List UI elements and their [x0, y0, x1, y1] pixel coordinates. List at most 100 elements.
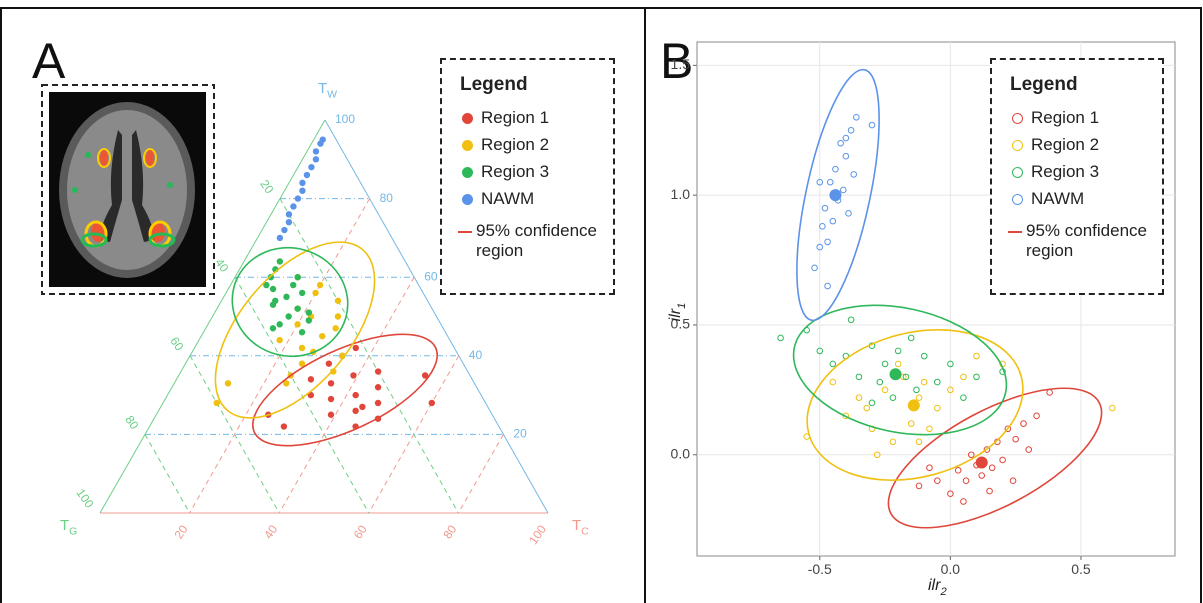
- tick-label: 60: [167, 334, 186, 353]
- confidence-ellipse: [806, 329, 1024, 481]
- legend-label: 95% confidence region: [1026, 221, 1147, 260]
- legend: Legend Region 1 Region 2 Region 3 NAWM 95% co…: [440, 58, 615, 295]
- point: [294, 321, 301, 328]
- point: [847, 316, 855, 324]
- axis-line: [324, 119, 549, 514]
- point: [967, 451, 975, 459]
- point: [1033, 412, 1040, 420]
- tick-label: 40: [261, 522, 280, 541]
- point: [829, 217, 837, 225]
- mean-point: [975, 456, 988, 469]
- point: [327, 395, 335, 403]
- legend-label: Region 3: [481, 162, 550, 181]
- point: [312, 148, 320, 155]
- point: [319, 332, 326, 340]
- point: [829, 378, 837, 386]
- point: [298, 360, 306, 367]
- axis-title-sub: G: [69, 526, 77, 538]
- point: [280, 423, 288, 430]
- point: [947, 490, 954, 497]
- point: [915, 394, 923, 401]
- legend-label: Region 2: [1031, 135, 1100, 154]
- point: [934, 477, 941, 485]
- point: [839, 186, 847, 194]
- point: [819, 223, 826, 230]
- legend-entry: Region 1: [456, 108, 599, 128]
- point: [267, 274, 275, 281]
- point: [224, 380, 232, 387]
- legend-swatch: [458, 231, 472, 233]
- point: [889, 394, 897, 401]
- legend-title: Legend: [460, 74, 528, 95]
- point: [325, 360, 333, 367]
- point: [902, 373, 910, 381]
- point: [1020, 420, 1027, 427]
- point: [881, 360, 889, 368]
- tick-label: 100: [335, 112, 355, 126]
- point: [926, 425, 933, 433]
- legend-swatch: [462, 166, 473, 178]
- point: [359, 403, 366, 411]
- point: [894, 347, 902, 355]
- legend-swatch: [462, 112, 473, 124]
- point: [263, 281, 270, 289]
- legend-entry: Region 2: [1006, 135, 1148, 155]
- point: [954, 467, 962, 474]
- point: [855, 373, 863, 381]
- point: [881, 386, 889, 394]
- point: [294, 305, 301, 312]
- point: [1004, 425, 1012, 433]
- mean-point: [829, 189, 842, 202]
- tick-label: 40: [212, 256, 231, 275]
- point: [853, 113, 860, 121]
- point: [960, 394, 967, 401]
- axis-title-main: T: [60, 517, 69, 534]
- point: [334, 313, 342, 320]
- point: [811, 264, 818, 272]
- legend-label: Region 3: [1031, 162, 1100, 181]
- legend-entry: Region 2: [456, 135, 599, 155]
- point: [826, 178, 834, 186]
- panel-label: A: [32, 33, 66, 89]
- point: [913, 386, 920, 394]
- x-axis-title-sub: 2: [939, 586, 947, 598]
- point: [305, 317, 313, 324]
- mean-point: [907, 399, 920, 412]
- point: [330, 368, 337, 375]
- legend-label: 95% confidence region: [476, 221, 597, 260]
- legend-entry: 95% confidence region: [1006, 221, 1148, 261]
- point: [213, 399, 220, 407]
- point: [276, 258, 284, 265]
- grid-line: [278, 276, 415, 514]
- point: [816, 347, 824, 355]
- point: [332, 325, 339, 332]
- point: [276, 321, 283, 328]
- confidence-ellipse: [792, 304, 1008, 436]
- point: [988, 464, 996, 472]
- point: [986, 487, 993, 495]
- grid-line: [144, 434, 191, 514]
- point: [374, 368, 382, 375]
- point: [915, 482, 923, 490]
- point: [319, 136, 326, 143]
- legend-label: Region 1: [481, 108, 550, 127]
- point: [299, 187, 306, 194]
- point: [832, 165, 839, 173]
- point: [777, 334, 784, 342]
- y-axis-title-main: ilr: [667, 308, 684, 321]
- axis-title-sub: W: [327, 89, 337, 101]
- y-tick-label: 0.0: [671, 445, 691, 461]
- legend-label: Region 1: [1031, 108, 1100, 127]
- point: [889, 438, 897, 446]
- point: [298, 289, 306, 297]
- point: [821, 204, 829, 212]
- axis-title-main: T: [572, 517, 581, 534]
- point: [824, 282, 831, 290]
- x-tick-label: 0.5: [1071, 561, 1091, 577]
- point: [973, 352, 980, 360]
- axis-title: TW: [318, 80, 337, 101]
- point: [374, 399, 382, 407]
- point: [269, 325, 277, 332]
- point: [847, 126, 855, 134]
- legend-title: Legend: [1010, 74, 1078, 95]
